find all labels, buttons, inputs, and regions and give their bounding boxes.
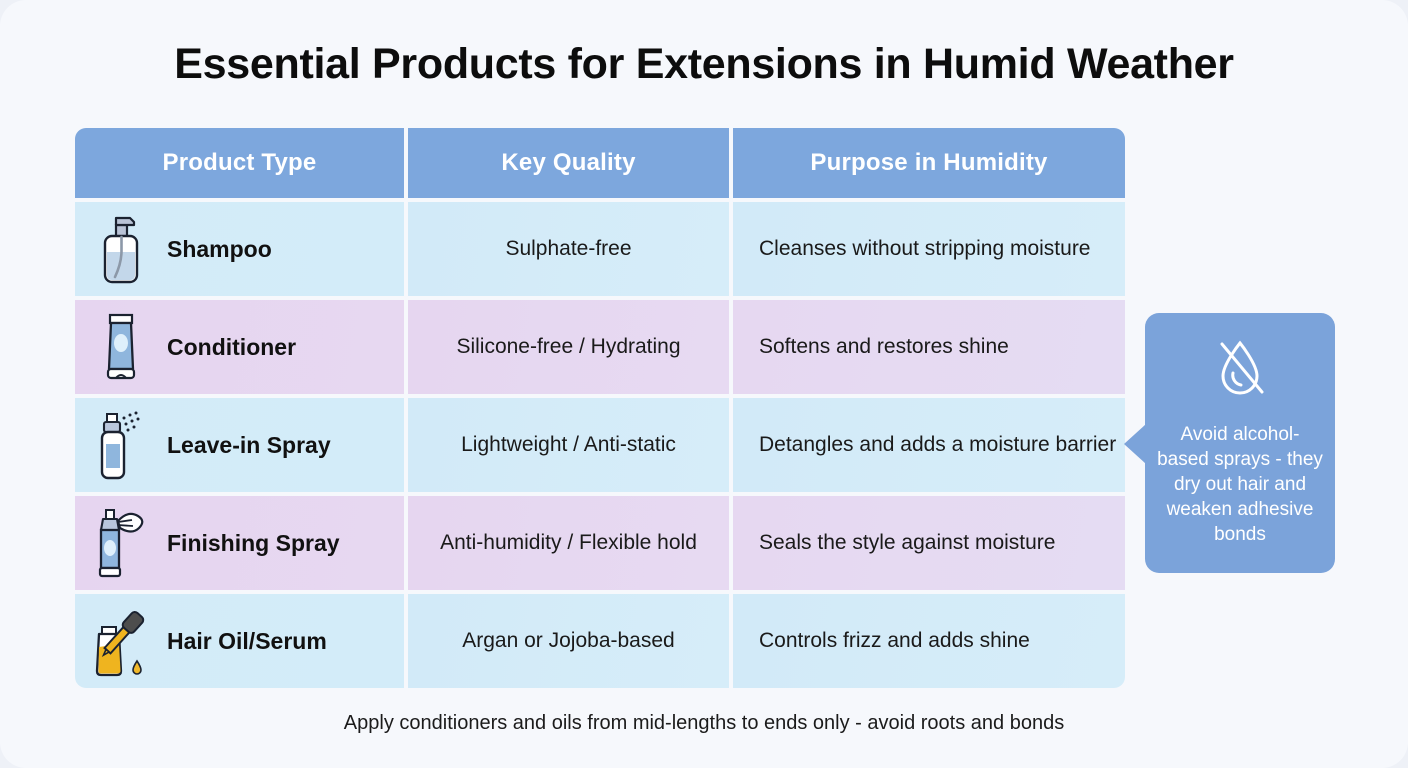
cell-purpose: Softens and restores shine: [733, 300, 1125, 394]
no-water-droplet-icon: [1209, 335, 1271, 410]
callout-text: Avoid alcohol-based sprays - they dry ou…: [1157, 424, 1323, 546]
spray-bottle-icon: [75, 406, 167, 484]
cell-purpose: Controls frizz and adds shine: [733, 594, 1125, 688]
dropper-bottle-icon: [75, 601, 167, 681]
product-name: Finishing Spray: [167, 529, 340, 556]
table-row: Finishing Spray Anti-humidity / Flexible…: [75, 496, 1125, 590]
cell-product-type: Shampoo: [75, 202, 404, 296]
product-name: Shampoo: [167, 235, 272, 262]
cell-purpose: Cleanses without stripping moisture: [733, 202, 1125, 296]
cell-key-quality: Lightweight / Anti-static: [408, 398, 729, 492]
cell-purpose: Seals the style against moisture: [733, 496, 1125, 590]
squeeze-tube-icon: [75, 309, 167, 385]
callout-arrow: [1124, 424, 1146, 464]
cell-product-type: Conditioner: [75, 300, 404, 394]
page-title: Essential Products for Extensions in Hum…: [174, 40, 1234, 88]
cell-key-quality: Sulphate-free: [408, 202, 729, 296]
pump-bottle-icon: [75, 211, 167, 287]
table-row: Shampoo Sulphate-free Cleanses without s…: [75, 202, 1125, 296]
table-row: Conditioner Silicone-free / Hydrating So…: [75, 300, 1125, 394]
column-header-product-type: Product Type: [75, 128, 404, 198]
cell-purpose: Detangles and adds a moisture barrier: [733, 398, 1125, 492]
table-row: Hair Oil/Serum Argan or Jojoba-based Con…: [75, 594, 1125, 688]
aerosol-can-icon: [75, 504, 167, 582]
cell-key-quality: Anti-humidity / Flexible hold: [408, 496, 729, 590]
cell-key-quality: Silicone-free / Hydrating: [408, 300, 729, 394]
column-header-purpose: Purpose in Humidity: [733, 128, 1125, 198]
product-name: Conditioner: [167, 333, 297, 360]
products-table: Product Type Key Quality Purpose in Humi…: [75, 128, 1125, 688]
column-header-key-quality: Key Quality: [408, 128, 729, 198]
table-row: Leave-in Spray Lightweight / Anti-static…: [75, 398, 1125, 492]
product-name: Hair Oil/Serum: [167, 627, 327, 654]
cell-product-type: Finishing Spray: [75, 496, 404, 590]
product-name: Leave-in Spray: [167, 431, 331, 458]
cell-product-type: Hair Oil/Serum: [75, 594, 404, 688]
cell-product-type: Leave-in Spray: [75, 398, 404, 492]
footer-note: Apply conditioners and oils from mid-len…: [343, 712, 1065, 734]
callout-box: Avoid alcohol-based sprays - they dry ou…: [1124, 313, 1335, 573]
table-header-row: Product Type Key Quality Purpose in Humi…: [75, 128, 1125, 198]
cell-key-quality: Argan or Jojoba-based: [408, 594, 729, 688]
